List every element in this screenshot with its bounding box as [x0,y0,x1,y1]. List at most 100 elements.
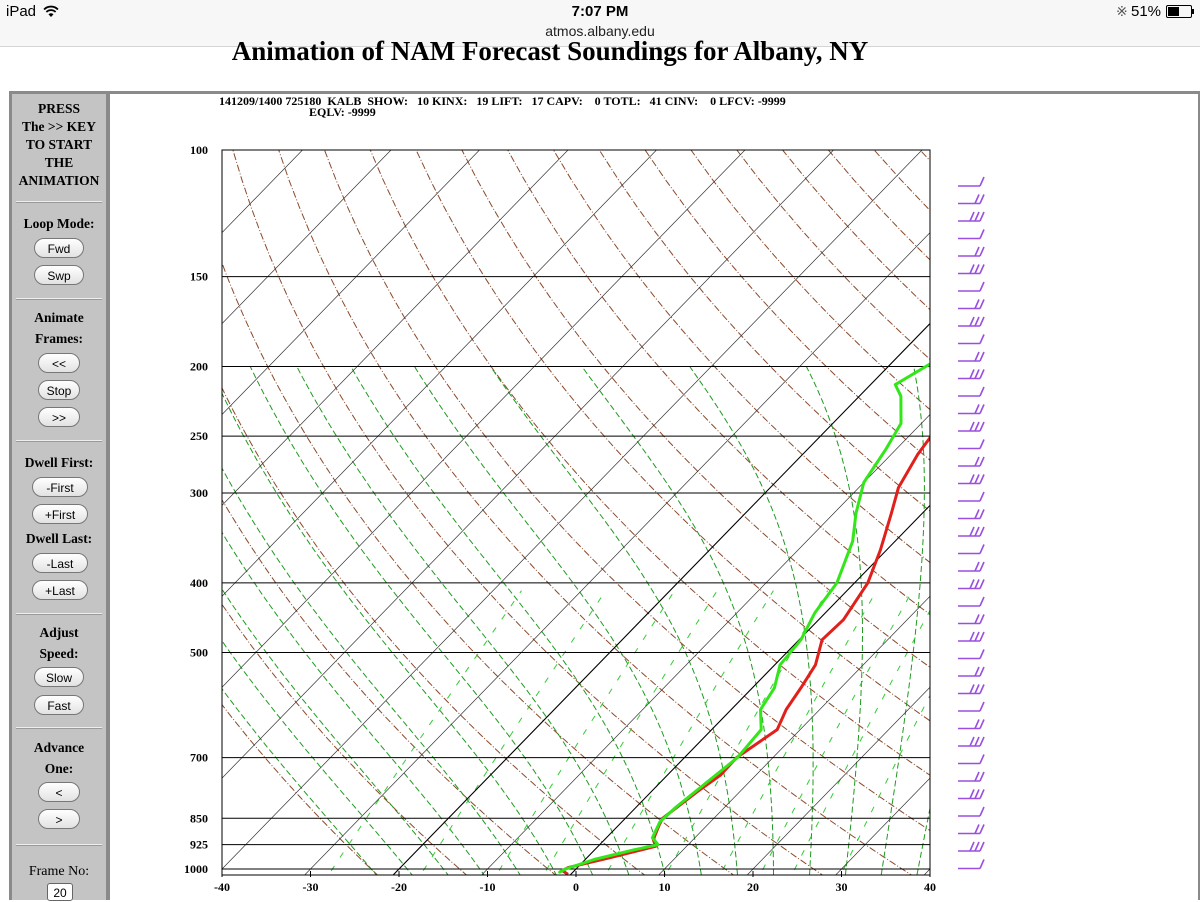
moist-adiabat [222,392,557,875]
press-instruction: PRESS The >> KEY TO START THE ANIMATION [12,100,106,190]
temp-label-10: 10 [659,880,671,894]
moist-adiabat [222,467,521,875]
control-panel: PRESS The >> KEY TO START THE ANIMATION … [12,94,106,901]
wind-barb [958,421,985,432]
moist-adiabat [222,640,413,875]
temp-label--10: -10 [480,880,496,894]
moist-adiabat [296,366,630,875]
wind-barb [958,859,985,870]
isotherm [222,150,834,779]
swp-button[interactable]: Swp [34,265,84,285]
step-forward-button[interactable]: > [38,809,80,829]
divider [16,201,102,203]
isotherm [222,150,923,870]
fast-button[interactable]: Fast [34,695,84,715]
stop-button[interactable]: Stop [38,380,80,400]
wind-barb [958,176,985,187]
wind-barb [958,806,985,817]
sounding-header: 141209/1400 725180 KALB SHOW: 10 KINX: 1… [219,94,786,119]
isotherm [222,150,657,597]
press-line-3: TO START [25,137,93,152]
pressure-label-850: 850 [190,811,208,825]
isotherm [222,150,569,506]
wind-barb [958,736,985,747]
dry-adiabat [415,150,930,722]
dry-adiabat [278,150,913,875]
dry-adiabat [324,150,930,832]
plot-frame [221,149,931,876]
wind-barb [958,701,985,712]
wind-barb [958,544,985,555]
isotherm [923,868,930,875]
isotherm [658,595,930,875]
mixing-ratio-line [419,590,607,875]
isotherm [392,322,930,875]
clock: 7:07 PM [571,3,629,20]
temp-label--40: -40 [214,880,230,894]
mixing-ratio-line [791,609,930,875]
press-line-5: ANIMATION [18,173,100,188]
pressure-label-100: 100 [190,143,208,157]
pressure-label-925: 925 [190,838,208,852]
plus-last-button[interactable]: +Last [32,580,88,600]
dewpoint-profile [558,362,930,874]
forward-frames-button[interactable]: >> [38,407,80,427]
dry-adiabat [507,150,930,616]
dry-adiabat [690,150,930,411]
wind-barb [958,561,985,572]
wind-barb [958,824,985,835]
divider [16,613,102,615]
wind-barb [958,666,985,677]
wind-barb [958,264,985,275]
divider [16,727,102,729]
frames-label: Frames: [35,331,83,346]
wind-barb [958,526,985,537]
url-bar[interactable]: atmos.albany.edu [545,23,655,39]
slow-button[interactable]: Slow [34,667,84,687]
wind-barb [958,246,985,257]
minus-last-button[interactable]: -Last [32,553,88,573]
dry-adiabat [222,386,646,875]
wind-barb [958,211,985,222]
moist-adiabat [490,366,738,875]
dry-adiabat [598,150,930,512]
minus-first-button[interactable]: -First [32,477,88,497]
frame-no-field[interactable]: 20 [47,883,73,901]
wind-barb [958,281,985,292]
sounding-indices: 141209/1400 725180 KALB SHOW: 10 KINX: 1… [219,94,786,108]
isotherm [746,686,930,875]
dry-adiabat [782,150,930,311]
dry-adiabat [828,150,930,261]
wind-barb [958,719,985,730]
battery-fill [1168,7,1180,16]
wind-barb [958,316,985,327]
mixing-ratio-line [542,590,718,875]
moist-adiabat [581,366,774,875]
plus-first-button[interactable]: +First [32,504,88,524]
dry-adiabat [919,150,930,162]
wind-barb [958,614,985,625]
back-frames-button[interactable]: << [38,353,80,373]
wind-barb [958,631,985,642]
battery-percent: 51% [1131,3,1162,20]
wind-barb [958,334,985,345]
fwd-button[interactable]: Fwd [34,238,84,258]
mixing-ratio-line [719,590,878,875]
temp-label--30: -30 [303,880,319,894]
dry-adiabat [222,703,379,875]
dry-adiabat [369,150,930,776]
dwell-first-label: Dwell First: [24,455,94,470]
advance-label: Advance [33,740,85,755]
dry-adiabat [232,150,824,875]
divider [16,844,102,846]
adjust-label: Adjust [39,625,79,640]
dry-adiabat [222,603,468,875]
step-back-button[interactable]: < [38,782,80,802]
dry-adiabat [1057,150,1198,884]
isotherm [481,413,930,875]
wind-barb [958,579,985,590]
bluetooth-icon: ※ [1116,3,1128,19]
mixing-ratio-line [840,694,930,875]
sounding-eqlv: EQLV: -9999 [309,105,376,119]
pressure-label-500: 500 [190,646,208,660]
